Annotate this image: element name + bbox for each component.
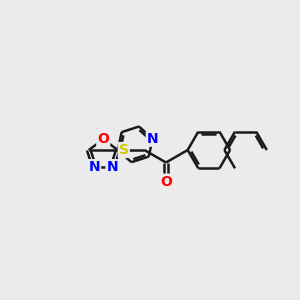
Text: N: N: [147, 132, 158, 146]
Text: O: O: [97, 132, 109, 146]
Text: N: N: [88, 160, 100, 174]
Text: N: N: [106, 160, 118, 174]
Text: S: S: [119, 143, 129, 157]
Text: O: O: [160, 175, 172, 189]
